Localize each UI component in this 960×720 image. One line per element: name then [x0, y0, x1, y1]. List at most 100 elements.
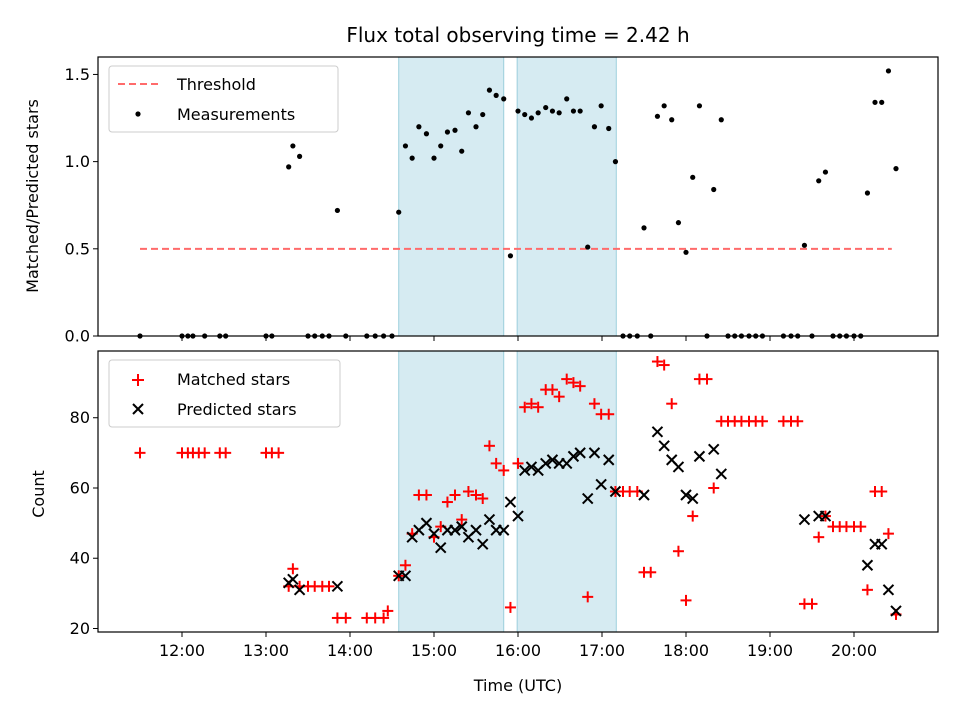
matched-star-marker — [287, 563, 299, 575]
predicted-star-marker — [687, 492, 699, 505]
measurement-point — [620, 333, 626, 339]
predicted-star-marker — [293, 584, 306, 596]
matched-star-marker — [687, 510, 699, 522]
matched-star-marker — [199, 447, 211, 459]
measurement-point — [223, 333, 229, 339]
measurement-point — [459, 148, 465, 154]
marker-stroke — [882, 584, 895, 596]
measurement-point — [290, 143, 296, 149]
measurement-point — [409, 155, 415, 161]
shaded-interval — [516, 56, 617, 337]
measurement-point — [627, 333, 633, 339]
matched-star-marker — [672, 545, 684, 557]
legend-predicted-label: Predicted stars — [177, 400, 297, 419]
marker-stroke — [293, 584, 306, 596]
marker-stroke — [715, 468, 727, 480]
legend-measurements-swatch — [135, 111, 141, 117]
matched-star-marker — [399, 559, 411, 571]
predicted-star-marker — [595, 478, 607, 491]
predicted-star-marker — [658, 440, 670, 452]
marker-stroke — [658, 440, 670, 452]
measurement-point — [343, 333, 349, 339]
measurement-point — [319, 333, 325, 339]
matched-star-marker — [490, 457, 502, 469]
predicted-star-marker — [540, 457, 552, 470]
matched-star-marker — [701, 373, 713, 385]
measurement-point — [372, 333, 378, 339]
marker-stroke — [399, 570, 412, 582]
predicted-star-marker — [651, 426, 664, 438]
predicted-star-marker — [428, 527, 440, 540]
measurement-point — [190, 333, 196, 339]
measurement-point — [402, 143, 409, 149]
measurement-point — [217, 333, 223, 339]
measurement-point — [528, 115, 535, 121]
measurement-point — [564, 96, 570, 102]
measurement-point — [577, 108, 583, 114]
measurement-point — [185, 333, 191, 339]
matched-star-marker — [378, 612, 390, 624]
predicted-star-marker — [449, 524, 461, 536]
measurement-point — [648, 333, 654, 339]
matched-star-marker — [603, 408, 615, 420]
matched-star-marker — [504, 601, 516, 613]
measurement-point — [501, 96, 507, 102]
matched-star-marker — [441, 496, 453, 508]
predicted-star-marker — [582, 492, 594, 505]
predicted-star-marker — [798, 513, 811, 526]
predicted-star-marker — [477, 538, 489, 550]
legend-threshold-label: Threshold — [176, 75, 256, 94]
measurement-point — [297, 153, 303, 159]
matched-star-marker — [756, 415, 768, 427]
marker-stroke — [477, 538, 489, 550]
matched-star-marker — [546, 384, 558, 396]
y-tick-label: 60 — [70, 478, 90, 497]
measurement-point — [179, 333, 185, 339]
ratio-y-axis-label: Matched/Predicted stars — [23, 99, 42, 293]
matched-star-marker — [220, 447, 232, 459]
marker-stroke — [798, 513, 811, 526]
matched-star-marker — [561, 373, 573, 385]
predicted-star-marker — [287, 573, 299, 586]
measurement-point — [893, 166, 899, 172]
measurement-point — [816, 178, 822, 184]
measurement-point — [269, 333, 275, 339]
measurement-point — [801, 242, 808, 248]
ratio-panel: Flux total observing time = 2.42 h 0.00.… — [23, 23, 939, 346]
measurement-point — [465, 110, 472, 116]
measurement-point — [885, 68, 892, 74]
matched-star-marker — [340, 612, 352, 624]
measurement-point — [809, 333, 815, 339]
marker-stroke — [819, 510, 832, 522]
measurement-point — [598, 103, 604, 109]
legend-measurements-label: Measurements — [177, 105, 295, 124]
x-tick-label: 14:00 — [327, 641, 373, 660]
predicted-star-marker — [498, 524, 510, 536]
measurement-point — [830, 333, 836, 339]
marker-stroke — [651, 426, 664, 438]
matched-star-marker — [456, 514, 468, 526]
matched-star-marker — [512, 457, 524, 469]
measurement-point — [493, 92, 499, 98]
predicted-star-marker — [456, 520, 468, 533]
marker-stroke — [588, 447, 601, 459]
measurement-point — [843, 333, 850, 339]
measurement-point — [851, 333, 857, 339]
measurement-point — [486, 87, 493, 93]
predicted-star-marker — [512, 510, 524, 522]
measurement-points — [137, 68, 899, 339]
matched-star-marker — [477, 493, 489, 505]
measurement-point — [431, 155, 437, 161]
measurement-point — [507, 253, 514, 259]
marker-stroke — [435, 541, 447, 554]
marker-stroke — [638, 489, 650, 501]
matched-star-marker — [323, 580, 335, 592]
matched-star-marker — [449, 489, 461, 501]
legend-matched-label: Matched stars — [177, 370, 290, 389]
matched-star-marker — [532, 401, 544, 413]
matched-star-marker — [462, 486, 474, 497]
marker-stroke — [504, 496, 517, 508]
matched-star-marker — [382, 605, 394, 617]
matched-star-marker — [651, 356, 663, 368]
